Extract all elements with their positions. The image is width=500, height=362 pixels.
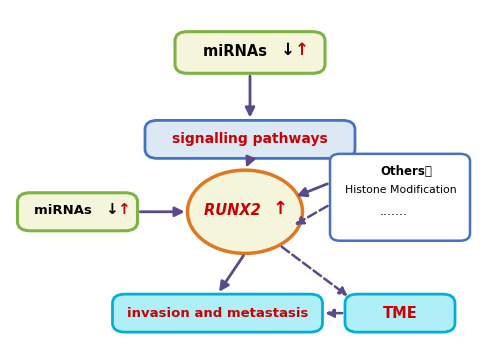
FancyBboxPatch shape: [175, 32, 325, 73]
FancyBboxPatch shape: [112, 294, 322, 332]
Text: ↓: ↓: [280, 41, 294, 59]
Text: ↑: ↑: [294, 41, 308, 59]
FancyBboxPatch shape: [345, 294, 455, 332]
Text: miRNAs: miRNAs: [203, 44, 272, 59]
Text: Histone Modification: Histone Modification: [345, 185, 457, 195]
FancyBboxPatch shape: [145, 120, 355, 159]
Text: ↓: ↓: [105, 202, 118, 218]
Ellipse shape: [188, 170, 302, 253]
FancyBboxPatch shape: [18, 193, 138, 231]
Text: ↑: ↑: [272, 200, 287, 218]
Text: RUNX2: RUNX2: [204, 203, 266, 218]
Text: ↑: ↑: [117, 202, 130, 218]
Text: TME: TME: [382, 306, 418, 321]
Text: .......: .......: [380, 205, 408, 218]
Text: Others：: Others：: [380, 165, 432, 178]
FancyBboxPatch shape: [330, 154, 470, 241]
Text: signalling pathways: signalling pathways: [172, 132, 328, 146]
Text: invasion and metastasis: invasion and metastasis: [127, 307, 308, 320]
Text: miRNAs: miRNAs: [34, 204, 96, 217]
